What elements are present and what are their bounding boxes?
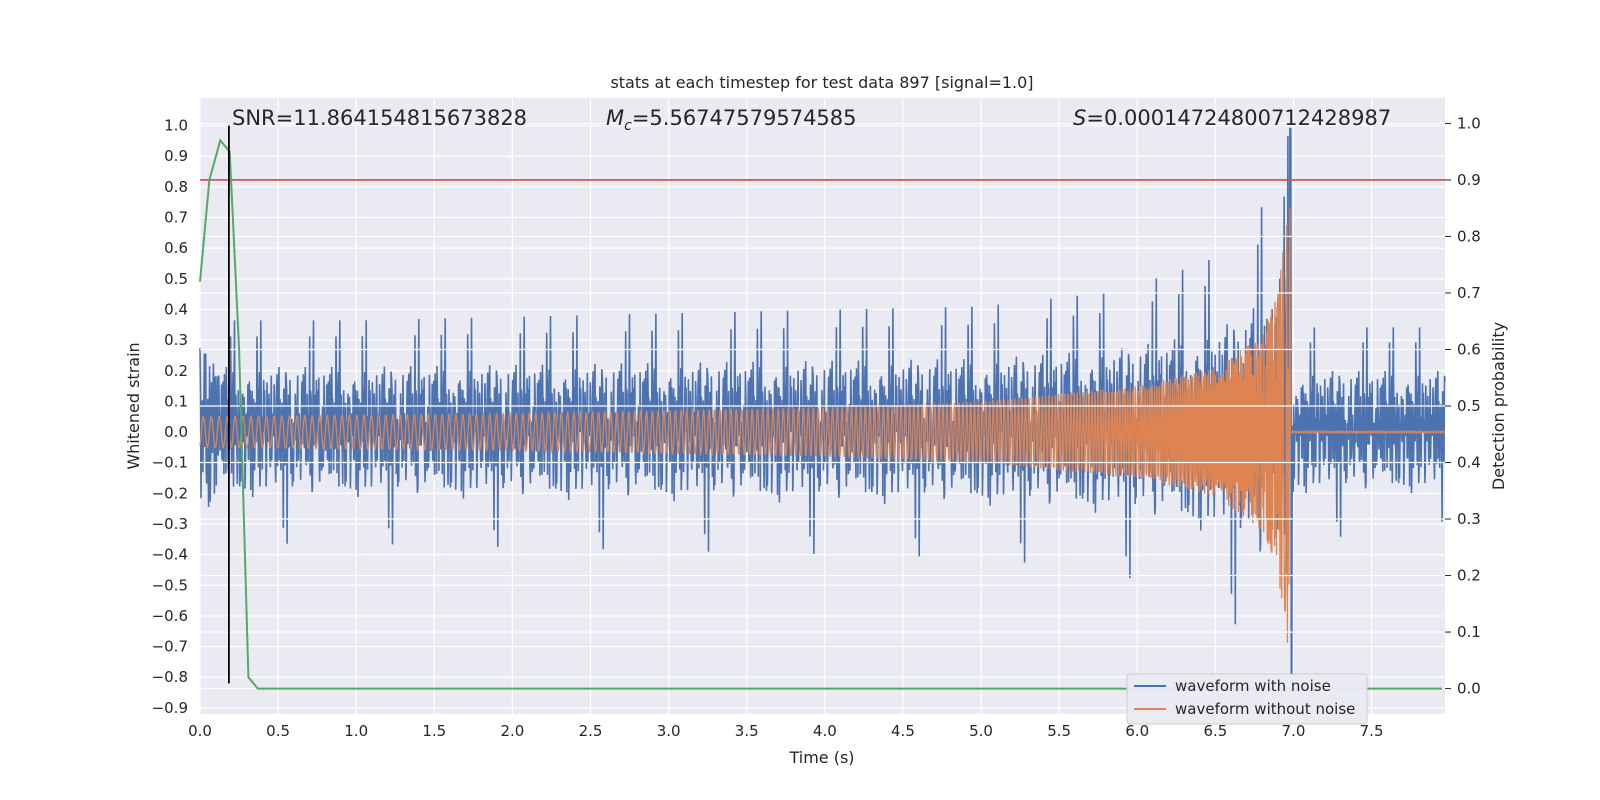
y2-tick-label: 0.8 xyxy=(1457,227,1481,245)
y-tick-label: −0.1 xyxy=(152,454,188,472)
y-tick-label: −0.4 xyxy=(152,546,188,564)
legend: waveform with noise waveform without noi… xyxy=(1126,673,1368,725)
y2-tick-label: 0.4 xyxy=(1457,454,1481,472)
chart-title: stats at each timestep for test data 897… xyxy=(610,73,1033,92)
chirp-mass-subscript: c xyxy=(624,118,632,134)
x-tick-label: 2.5 xyxy=(579,722,603,740)
y-tick-label: 0.2 xyxy=(164,362,188,380)
y-tick-label: 0.7 xyxy=(164,209,188,227)
y-axis-right: 0.0 0.1 0.2 0.3 0.4 0.5 0.6 0.7 0.8 0.9 1.0 xyxy=(1445,114,1481,698)
chirp-mass-symbol: M xyxy=(606,106,624,130)
x-tick-label: 6.5 xyxy=(1203,722,1227,740)
legend-box xyxy=(1126,673,1368,725)
x-axis: 0.0 0.5 1.0 1.5 2.0 2.5 3.0 3.5 4.0 4.5 5.0 5.5 6.0 6… xyxy=(188,722,1383,740)
y-axis-label: Whitened strain xyxy=(124,342,143,469)
x-tick-label: 1.0 xyxy=(344,722,368,740)
x-tick-label: 4.5 xyxy=(891,722,915,740)
y2-tick-label: 0.7 xyxy=(1457,284,1481,302)
x-tick-label: 0.0 xyxy=(188,722,212,740)
y-tick-label: 0.9 xyxy=(164,147,188,165)
chirp-mass-annotation: Mc=5.56747579574585 xyxy=(606,106,857,134)
x-tick-label: 2.0 xyxy=(500,722,524,740)
x-tick-label: 5.5 xyxy=(1047,722,1071,740)
y2-tick-label: 0.5 xyxy=(1457,397,1481,415)
y-tick-label: −0.9 xyxy=(152,699,188,717)
x-axis-label: Time (s) xyxy=(788,748,854,767)
y2-tick-label: 0.0 xyxy=(1457,680,1481,698)
y2-tick-label: 0.9 xyxy=(1457,171,1481,189)
chirp-mass-value: =5.56747579574585 xyxy=(632,106,857,130)
y2-axis-label: Detection probability xyxy=(1489,322,1508,490)
y-tick-label: −0.7 xyxy=(152,638,188,656)
x-tick-label: 7.0 xyxy=(1282,722,1306,740)
y-tick-label: −0.3 xyxy=(152,515,188,533)
y-tick-label: 0.1 xyxy=(164,392,188,410)
series-waveform-without-noise xyxy=(199,208,1446,643)
y-axis-left: −0.9 −0.8 −0.7 −0.6 −0.5 −0.4 −0.3 −0.2 −0.1 0.0 0… xyxy=(152,117,188,717)
y-tick-label: −0.8 xyxy=(152,668,188,686)
x-tick-label: 5.0 xyxy=(969,722,993,740)
y-tick-label: 0.0 xyxy=(164,423,188,441)
y2-tick-label: 0.6 xyxy=(1457,340,1481,358)
legend-label-clean: waveform without noise xyxy=(1175,700,1355,718)
y-tick-label: −0.6 xyxy=(152,607,188,625)
x-tick-label: 3.0 xyxy=(657,722,681,740)
y-tick-label: 0.8 xyxy=(164,178,188,196)
y2-tick-label: 0.1 xyxy=(1457,623,1481,641)
s-symbol: S xyxy=(1073,106,1086,130)
s-value: =0.00014724800712428987 xyxy=(1086,106,1391,130)
x-tick-label: 0.5 xyxy=(266,722,290,740)
x-tick-label: 7.5 xyxy=(1360,722,1384,740)
series-detection-probability xyxy=(199,138,1442,690)
y2-tick-label: 1.0 xyxy=(1457,114,1481,132)
x-tick-label: 6.0 xyxy=(1125,722,1149,740)
plot-area xyxy=(199,122,1446,690)
y-tick-label: 0.6 xyxy=(164,239,188,257)
y2-tick-label: 0.2 xyxy=(1457,567,1481,585)
y2-tick-label: 0.3 xyxy=(1457,510,1481,528)
y-tick-label: 0.3 xyxy=(164,331,188,349)
y-tick-label: 0.5 xyxy=(164,270,188,288)
snr-annotation: SNR=11.864154815673828 xyxy=(232,106,527,130)
y-tick-label: 1.0 xyxy=(164,117,188,135)
s-annotation: S=0.00014724800712428987 xyxy=(1073,106,1391,130)
legend-label-noisy: waveform with noise xyxy=(1175,677,1331,695)
y-tick-label: −0.5 xyxy=(152,576,188,594)
x-tick-label: 1.5 xyxy=(422,722,446,740)
y-tick-label: −0.2 xyxy=(152,484,188,502)
x-tick-label: 4.0 xyxy=(813,722,837,740)
y-tick-label: 0.4 xyxy=(164,300,188,318)
x-tick-label: 3.5 xyxy=(735,722,759,740)
